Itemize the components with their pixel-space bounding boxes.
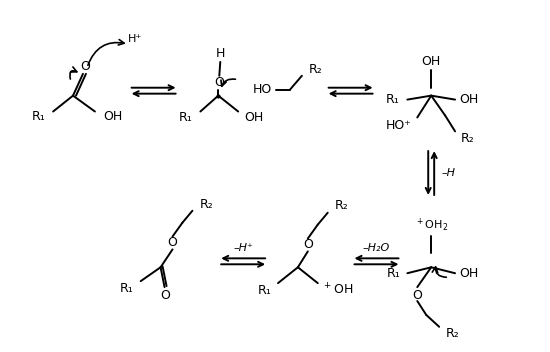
Text: OH: OH [459, 93, 478, 106]
Text: R₁: R₁ [257, 284, 271, 297]
Text: OH: OH [422, 55, 441, 68]
Text: O: O [80, 61, 90, 73]
Text: HO: HO [253, 83, 272, 96]
Text: HO⁺: HO⁺ [386, 119, 411, 132]
Text: R₁: R₁ [120, 282, 134, 295]
Text: OH: OH [103, 110, 122, 123]
Text: –H: –H [441, 168, 455, 178]
Text: O: O [214, 76, 224, 89]
Text: –H⁺: –H⁺ [233, 244, 253, 253]
Text: OH: OH [459, 267, 478, 280]
Text: O: O [303, 238, 313, 251]
Text: R₂: R₂ [335, 199, 349, 212]
Text: O: O [168, 236, 178, 249]
Text: –H₂O: –H₂O [363, 244, 390, 253]
Text: OH: OH [244, 111, 263, 124]
Text: R₁: R₁ [31, 110, 45, 123]
Text: R₂: R₂ [309, 63, 323, 76]
Text: $^+$OH: $^+$OH [322, 282, 353, 298]
Text: R₂: R₂ [446, 327, 460, 340]
Text: $^+$OH$_2$: $^+$OH$_2$ [415, 217, 448, 234]
Text: R₂: R₂ [200, 198, 213, 211]
Text: O: O [161, 289, 170, 302]
Text: O: O [412, 289, 422, 302]
Text: R₁: R₁ [179, 111, 192, 124]
Text: H⁺: H⁺ [128, 34, 142, 44]
Text: R₁: R₁ [386, 93, 399, 106]
Text: R₂: R₂ [461, 132, 475, 145]
Text: H: H [216, 48, 225, 61]
Text: R₁: R₁ [387, 267, 400, 280]
